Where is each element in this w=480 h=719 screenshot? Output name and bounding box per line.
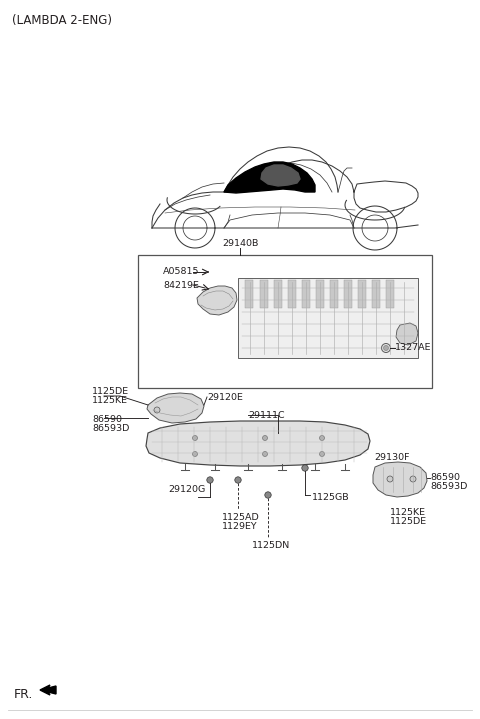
Bar <box>274 280 282 308</box>
Text: 29140B: 29140B <box>222 239 258 248</box>
Polygon shape <box>40 685 56 695</box>
Text: 86593D: 86593D <box>430 482 468 491</box>
Bar <box>260 280 268 308</box>
Text: 1125DE: 1125DE <box>390 517 427 526</box>
Bar <box>386 280 394 308</box>
Text: 1129EY: 1129EY <box>222 522 258 531</box>
Circle shape <box>154 407 160 413</box>
Text: 1327AE: 1327AE <box>395 344 432 352</box>
Circle shape <box>265 492 271 498</box>
Text: 29111C: 29111C <box>248 411 285 419</box>
Bar <box>330 280 338 308</box>
Bar <box>138 255 432 388</box>
Bar <box>316 280 324 308</box>
Circle shape <box>320 436 324 441</box>
Circle shape <box>192 436 197 441</box>
Text: 1125GB: 1125GB <box>312 493 349 503</box>
Bar <box>245 280 253 308</box>
Text: FR.: FR. <box>14 689 34 702</box>
Circle shape <box>382 344 391 352</box>
Circle shape <box>207 477 213 483</box>
Bar <box>238 278 418 358</box>
Text: 1125KE: 1125KE <box>92 396 128 405</box>
Text: (LAMBDA 2-ENG): (LAMBDA 2-ENG) <box>12 14 112 27</box>
Text: 1125AD: 1125AD <box>222 513 260 522</box>
Text: 86590: 86590 <box>430 473 460 482</box>
Bar <box>302 280 310 308</box>
Text: 1125DE: 1125DE <box>92 387 129 396</box>
Polygon shape <box>261 165 300 186</box>
Bar <box>358 280 366 308</box>
Text: 1125KE: 1125KE <box>390 508 426 517</box>
Circle shape <box>192 452 197 457</box>
Polygon shape <box>396 323 418 345</box>
Polygon shape <box>373 462 427 497</box>
Text: 86593D: 86593D <box>92 424 130 433</box>
Circle shape <box>410 476 416 482</box>
Polygon shape <box>146 421 370 466</box>
Circle shape <box>320 452 324 457</box>
Text: 86590: 86590 <box>92 415 122 424</box>
Text: 84219E: 84219E <box>163 280 199 290</box>
Bar <box>288 280 296 308</box>
Text: 29120G: 29120G <box>168 485 205 495</box>
Circle shape <box>263 452 267 457</box>
Polygon shape <box>197 286 237 315</box>
Circle shape <box>387 476 393 482</box>
Text: A05815: A05815 <box>163 267 200 277</box>
Circle shape <box>384 346 388 350</box>
Polygon shape <box>224 162 315 193</box>
Circle shape <box>235 477 241 483</box>
Bar <box>344 280 352 308</box>
Text: 1125DN: 1125DN <box>252 541 290 550</box>
Text: 29120E: 29120E <box>207 393 243 401</box>
Text: 29130F: 29130F <box>374 452 409 462</box>
Polygon shape <box>147 393 204 423</box>
Circle shape <box>302 464 308 471</box>
Circle shape <box>263 436 267 441</box>
Bar <box>372 280 380 308</box>
